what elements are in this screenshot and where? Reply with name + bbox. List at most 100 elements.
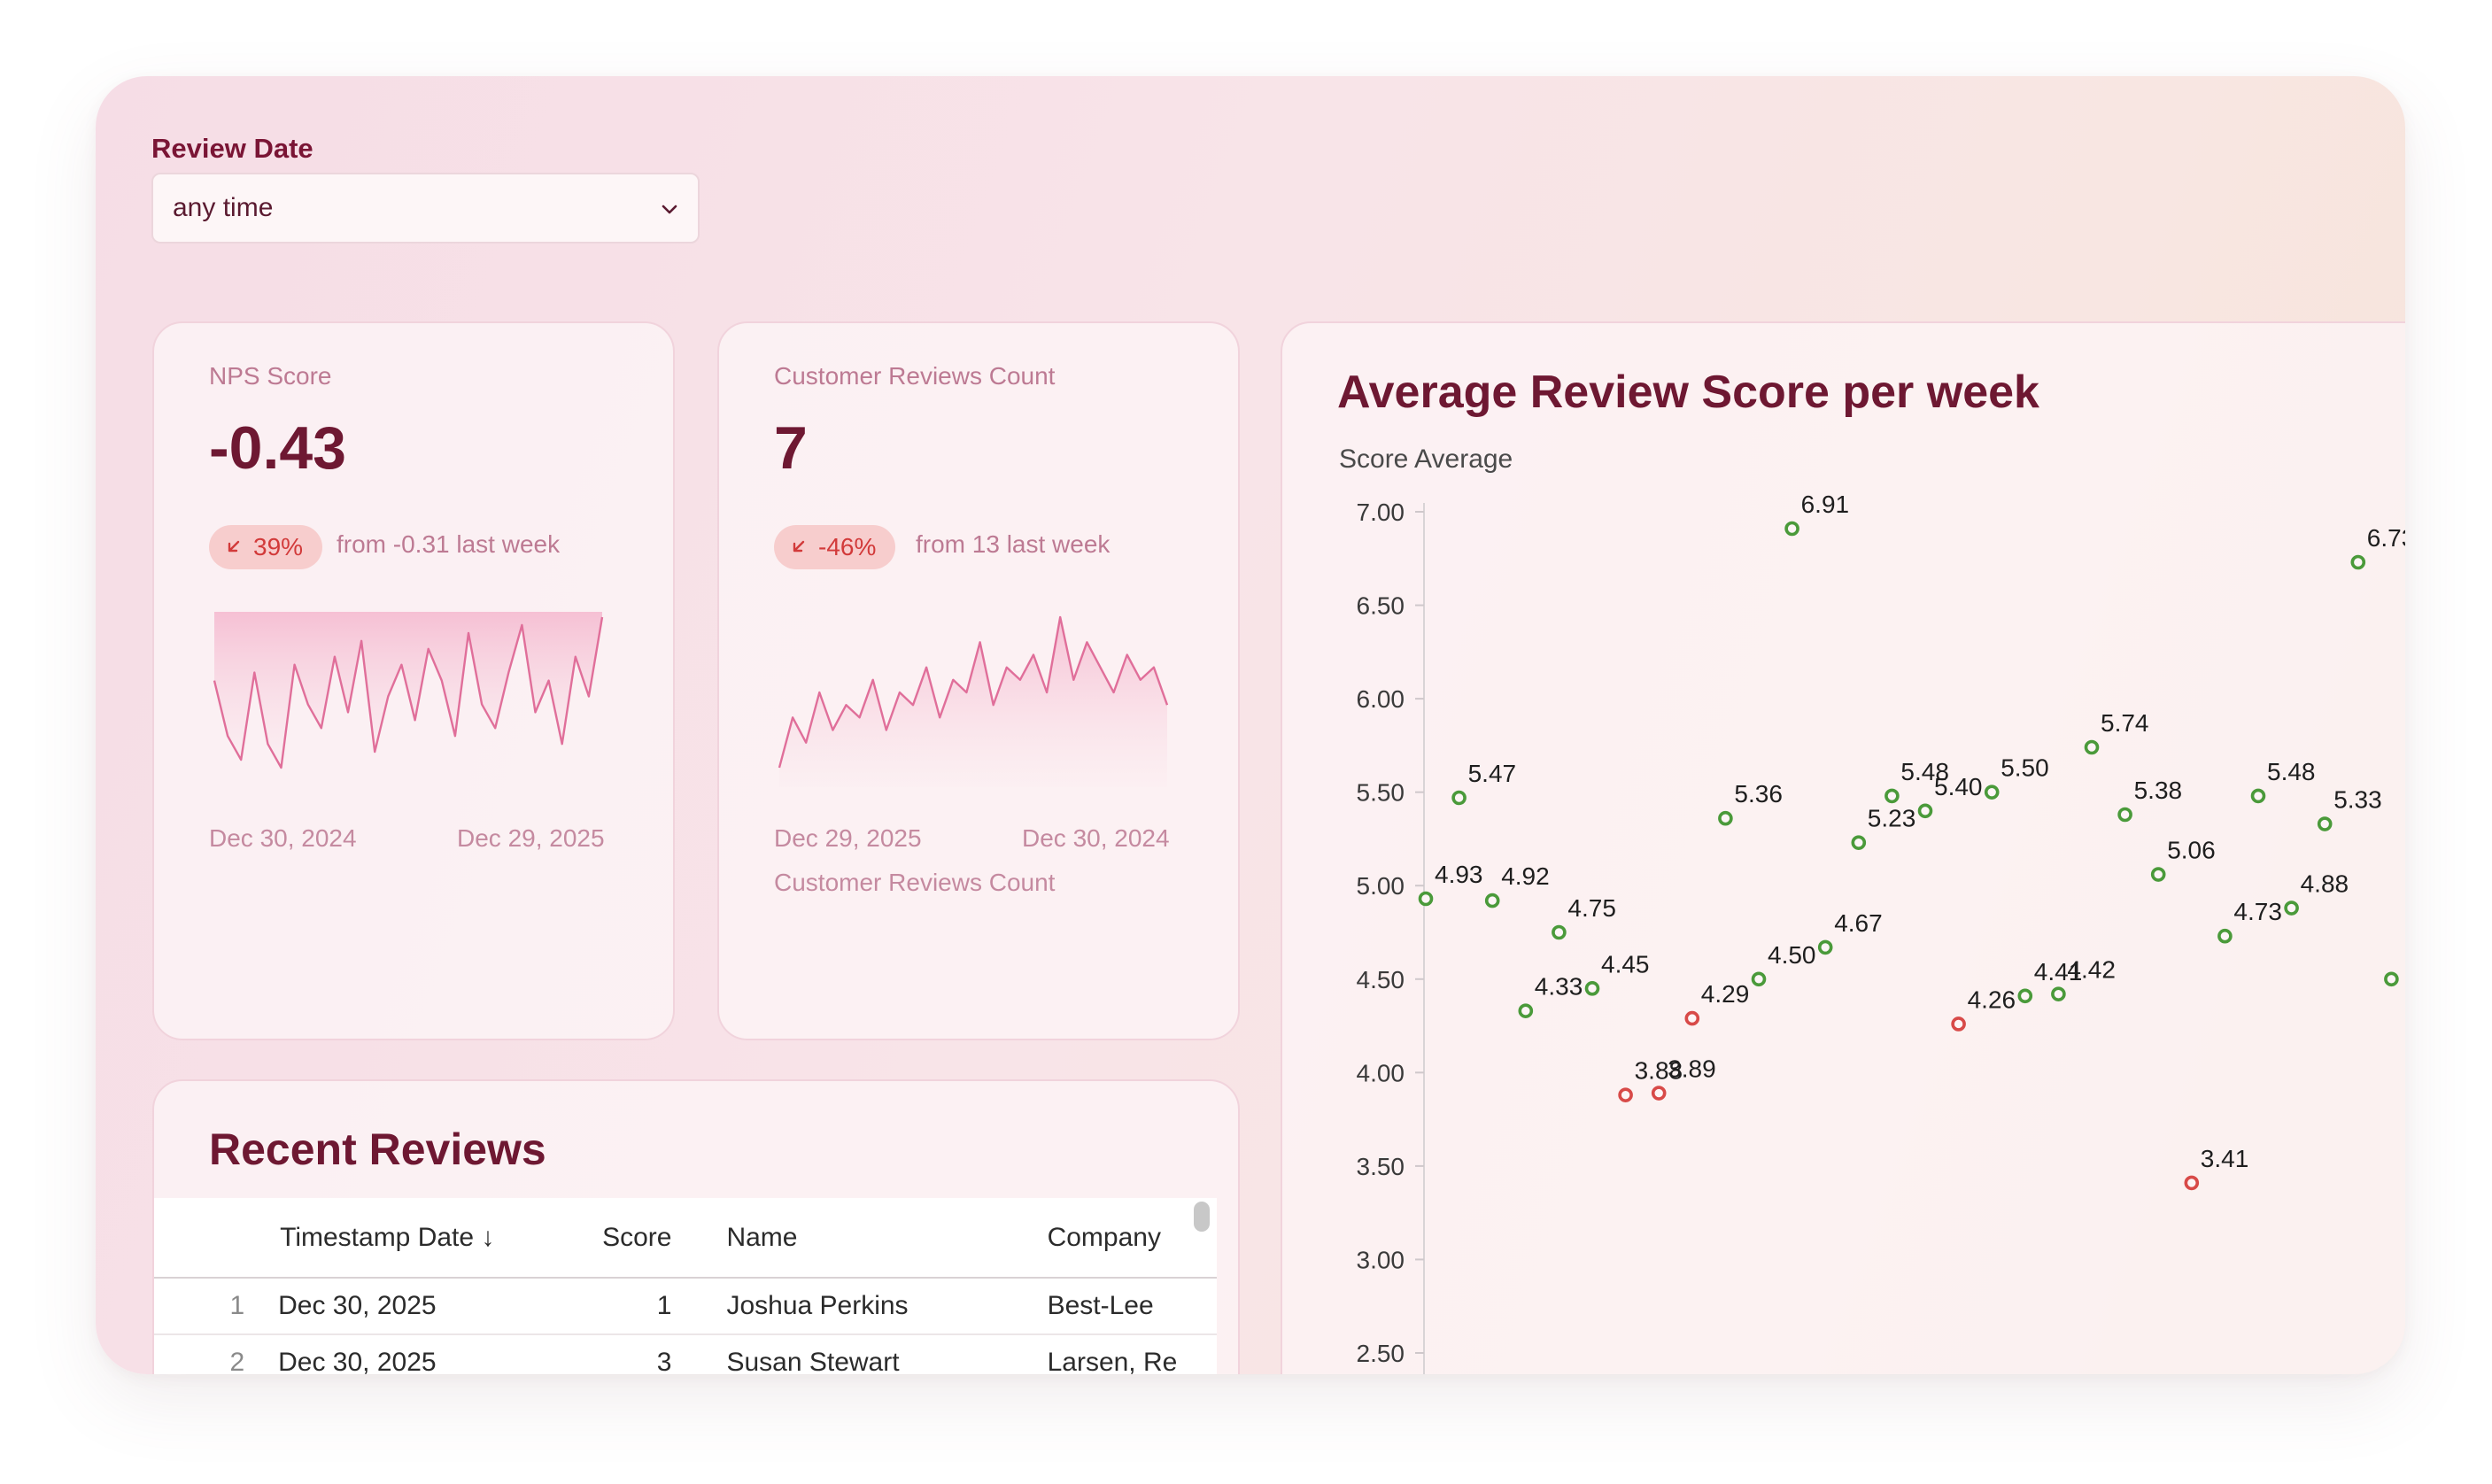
data-point [1418,891,1434,907]
data-label: 4.73 [2233,898,2282,925]
data-label: 5.47 [1468,760,1517,787]
review-date-select[interactable]: any time [151,173,700,243]
chart-title: Average Review Score per week [1337,367,2039,418]
data-label: 4.42 [2067,956,2116,984]
row-company: Larsen, Re [1047,1334,1217,1374]
reviews-sparkline [778,615,1169,787]
data-point [2250,788,2266,804]
y-tick-label: 7.00 [1357,499,1405,526]
data-label: 3.89 [1668,1055,1716,1083]
data-point [2317,816,2333,831]
data-label: 3.88 [1635,1057,1683,1085]
data-label: 5.74 [2101,709,2149,737]
data-point [1851,835,1867,850]
data-label: 5.33 [2333,786,2382,814]
y-axis-label: Score Average [1339,444,1513,474]
review-date-value: any time [173,193,274,222]
data-point [2150,867,2166,882]
data-point [1817,939,1833,955]
arrow-down-left-icon [225,533,243,561]
reviews-table: Timestamp Date ↓ Score Name Company 1 De… [154,1198,1217,1374]
y-tick-label: 5.00 [1357,872,1405,900]
reviews-from-text: from 13 last week [916,530,1111,558]
nps-sparkline [213,612,604,769]
row-name: Joshua Perkins [671,1278,1048,1335]
reviews-delta-value: -46% [818,533,877,560]
review-date-label: Review Date [151,133,313,164]
data-point [1618,1087,1633,1102]
data-point [1951,1016,1966,1032]
recent-reviews-title: Recent Reviews [209,1125,546,1174]
name-column-header[interactable]: Name [671,1198,1048,1279]
data-point [2384,971,2399,987]
y-tick-label: 6.50 [1357,592,1405,620]
score-chart-card: Score Average 7.00 6.50 6.00 5.50 5.00 4.50 4.0… [1281,321,2405,1374]
nps-date-start: Dec 30, 2024 [209,824,357,852]
data-label: 5.40 [1934,773,1983,800]
reviews-sparkline-line [778,615,1169,769]
row-timestamp: Dec 30, 2025 [264,1334,581,1374]
data-point [1984,785,2000,800]
data-label: 4.26 [1968,985,2016,1013]
data-label: 5.48 [1900,758,1949,785]
reviews-date-end: Dec 30, 2024 [1022,824,1170,852]
reviews-count-value: 7 [774,414,808,482]
data-point [2117,807,2132,823]
reviews-date-start: Dec 29, 2025 [774,824,922,852]
data-point [2350,554,2366,570]
data-label: 4.93 [1435,861,1483,888]
row-score: 1 [580,1278,672,1335]
y-tick-label: 3.00 [1357,1246,1405,1273]
timestamp-column-header[interactable]: Timestamp Date ↓ [264,1198,581,1279]
reviews-count-title: Customer Reviews Count [774,362,1056,390]
row-score: 3 [580,1334,672,1374]
data-point [1718,810,1733,826]
data-label: 4.75 [1567,894,1616,922]
nps-delta-value: 39% [253,533,304,560]
data-point [2017,988,2033,1004]
data-label: 4.29 [1701,980,1750,1008]
data-label: 5.38 [2134,777,2183,804]
y-tick-label: 4.00 [1357,1059,1405,1086]
data-label: 4.92 [1501,862,1550,890]
nps-date-end: Dec 29, 2025 [457,824,605,852]
chevron-down-icon [661,193,678,223]
table-row[interactable]: 2 Dec 30, 2025 3 Susan Stewart Larsen, R… [154,1334,1217,1374]
data-label: 5.48 [2267,758,2316,785]
dashboard-frame: Review Date any time NPS Score -0.43 39%… [96,76,2405,1374]
y-tick-label: 6.00 [1357,685,1405,713]
nps-delta-badge: 39% [209,525,323,569]
data-point [1484,893,1500,908]
data-label: 6.73 [2367,524,2405,552]
data-label: 5.23 [1868,805,1916,832]
data-label: 4.45 [1601,950,1650,978]
data-point [1884,788,1900,804]
y-tick-label: 2.50 [1357,1340,1405,1367]
data-point [1451,790,1467,806]
nps-score-card: NPS Score -0.43 39% from -0.31 last week… [152,321,675,1040]
recent-reviews-card: Recent Reviews Timestamp Date ↓ Score Na… [152,1079,1240,1374]
row-index: 1 [154,1278,265,1335]
data-point [2284,900,2299,916]
score-column-header[interactable]: Score [580,1198,672,1279]
reviews-sparkline-area [779,617,1167,787]
row-index: 2 [154,1334,265,1374]
table-scrollbar[interactable] [1194,1202,1210,1232]
data-point [2184,1175,2200,1191]
table-header-row: Timestamp Date ↓ Score Name Company [154,1198,1217,1279]
nps-score-title: NPS Score [209,362,332,390]
data-label: 3.41 [2201,1145,2249,1172]
y-tick-label: 3.50 [1357,1153,1405,1180]
table-row[interactable]: 1 Dec 30, 2025 1 Joshua Perkins Best-Lee [154,1278,1217,1335]
data-point [2051,986,2066,1001]
data-point [1784,521,1799,537]
row-timestamp: Dec 30, 2025 [264,1278,581,1335]
row-name: Susan Stewart [671,1334,1048,1374]
y-tick-label: 4.50 [1357,966,1405,993]
row-company: Best-Lee [1047,1278,1217,1335]
data-label: 5.50 [2001,754,2049,782]
company-column-header[interactable]: Company [1047,1198,1217,1279]
reviews-delta-badge: -46% [774,525,896,569]
data-label: 4.50 [1768,941,1816,969]
data-label: 4.67 [1834,909,1883,937]
